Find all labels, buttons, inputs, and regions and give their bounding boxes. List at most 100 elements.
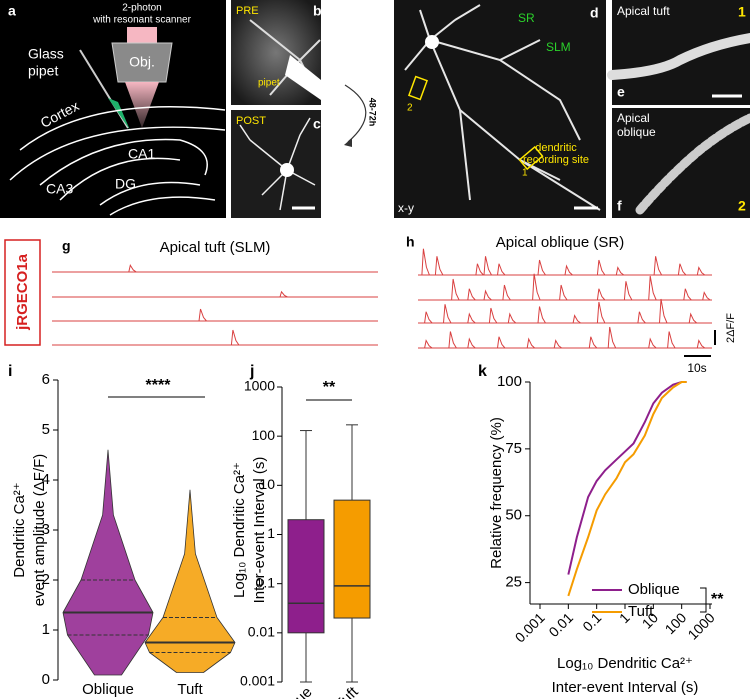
trace-event: [128, 263, 137, 273]
dendrites: [404, 4, 601, 211]
panel-letter: h: [406, 234, 415, 250]
significance-bracket: [700, 587, 707, 613]
layer-label: SLM: [546, 40, 571, 54]
trace-event: [648, 337, 657, 349]
trace-event: [537, 306, 546, 324]
scale-label: 2ΔF/F: [725, 313, 737, 343]
panel-a-bg: [0, 0, 226, 218]
y-tick-label: 1: [267, 525, 275, 541]
trace-event: [198, 308, 207, 322]
violin: [62, 449, 154, 676]
trace-event: [572, 314, 581, 324]
trace-event: [696, 339, 706, 349]
panel-letter: j: [249, 363, 254, 380]
region-label: CA1: [128, 146, 155, 162]
image-label: POST: [236, 115, 266, 127]
panel-letter: f: [617, 198, 622, 214]
trace-event: [596, 288, 606, 301]
image-post: [231, 110, 321, 218]
y-tick-label: 100: [497, 373, 522, 390]
trace-event: [688, 312, 698, 324]
image-label: oblique: [617, 125, 656, 139]
pipet-label: pipet: [258, 78, 280, 89]
x-axis-label: Inter-event Interval (s): [552, 679, 699, 696]
trace-event: [448, 331, 457, 349]
objective-label: Obj.: [129, 54, 155, 70]
pipet-glow: [285, 55, 321, 100]
roi-label: 1: [522, 168, 528, 179]
roi-label: 2: [407, 103, 413, 114]
neuron: [239, 117, 316, 211]
trace-event: [553, 339, 562, 349]
scanner-label: 2-photon: [122, 3, 161, 14]
trace-event: [421, 248, 430, 276]
trace-title: Apical tuft (SLM): [160, 239, 271, 256]
trace-title: Apical oblique (SR): [496, 234, 624, 251]
x-tick-label: Oblique: [82, 681, 134, 698]
trace-event: [615, 266, 625, 276]
y-tick-label: 25: [505, 574, 522, 591]
y-tick-label: 2: [42, 571, 50, 588]
trace-event: [564, 264, 573, 276]
hippocampus-outline: [9, 106, 226, 201]
roi-box: [518, 145, 544, 171]
panel-letter: k: [478, 363, 487, 380]
trace-event: [607, 326, 617, 349]
roi-box: [407, 75, 429, 101]
violin: [144, 489, 236, 673]
trace-event: [588, 336, 598, 349]
site-label: recording site: [523, 154, 589, 166]
trace-event: [696, 266, 706, 276]
indicator-box: [4, 239, 41, 346]
trace-event: [230, 329, 240, 346]
indicator-label: jRGECO1a: [14, 253, 31, 331]
x-tick-label: 1000: [684, 609, 717, 642]
panel-letter: g: [62, 238, 71, 254]
significance: **: [711, 591, 724, 608]
trace-event: [443, 304, 452, 324]
pipet-tip: [108, 98, 130, 130]
dendrite: [607, 33, 750, 80]
plane-label: x-y: [398, 201, 414, 215]
beam: [125, 82, 159, 128]
y-tick-label: 50: [505, 507, 522, 524]
trace-event: [424, 311, 433, 324]
trace-event: [488, 307, 498, 324]
scanner-label: with resonant scanner: [92, 15, 192, 26]
trace-event: [532, 273, 541, 301]
roi-label: 2: [738, 198, 746, 214]
dendrite: [635, 113, 750, 215]
y-tick-label: 0.001: [240, 673, 275, 689]
x-axis-label: Log₁₀ Dendritic Ca²⁺: [557, 655, 693, 672]
y-tick-label: 75: [505, 440, 522, 457]
box: [287, 519, 325, 634]
laser: [127, 27, 157, 43]
trace-event: [648, 275, 657, 301]
trace-event: [507, 312, 517, 324]
series-line: [567, 381, 687, 597]
layer-label: SR: [518, 11, 535, 25]
arrow: [344, 84, 367, 143]
trace-event: [467, 337, 476, 349]
y-axis-label: Inter-event Interval (s): [251, 457, 268, 604]
pipet-label: Glass: [28, 46, 64, 62]
y-tick-label: 3: [42, 521, 50, 538]
trace-event: [526, 337, 536, 349]
y-axis-label: event amplitude (ΔF/F): [31, 454, 48, 607]
trace-event: [623, 281, 633, 301]
panel-letter: i: [8, 363, 12, 380]
trace-event: [497, 263, 506, 276]
x-tick-label: 0.01: [545, 609, 576, 640]
trace-event: [659, 298, 668, 324]
dg-outline: [99, 181, 216, 216]
trace-event: [483, 256, 492, 276]
y-tick-label: 5: [42, 421, 50, 438]
trace-event: [537, 259, 546, 276]
legend-label: Oblique: [628, 581, 680, 598]
significance: **: [323, 379, 336, 396]
trace-event: [451, 278, 460, 301]
soma: [425, 35, 439, 49]
region-label: DG: [115, 176, 136, 192]
trace-event: [502, 284, 511, 301]
panel-letter: c: [313, 116, 321, 132]
